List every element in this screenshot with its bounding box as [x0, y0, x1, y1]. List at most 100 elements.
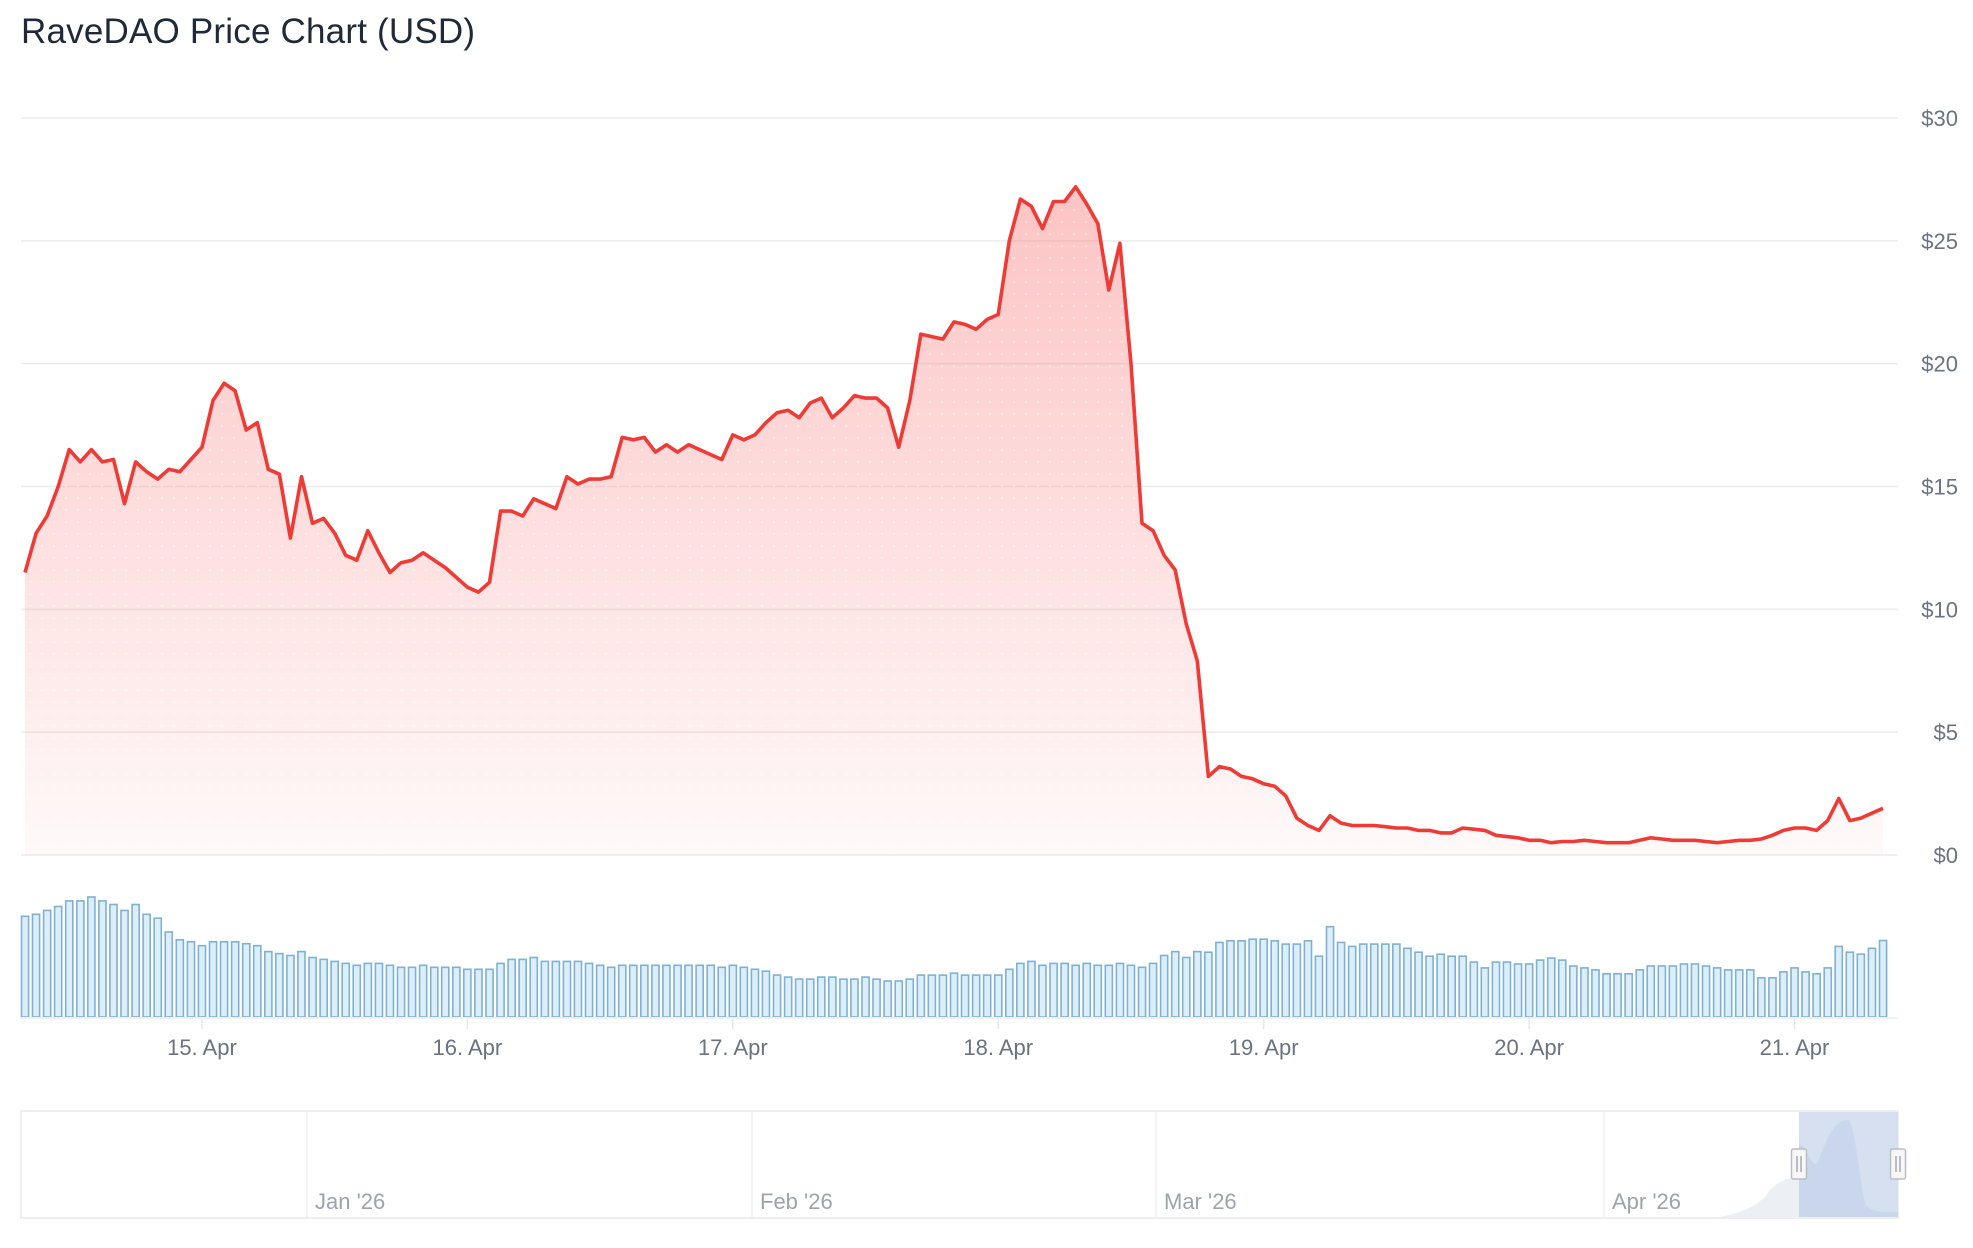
volume-bar	[1834, 945, 1844, 1018]
navigator-label: Mar '26	[1164, 1189, 1237, 1214]
volume-bar	[1701, 965, 1711, 1018]
navigator[interactable]: Jan '26 Feb '26 Mar '26 Apr '26	[20, 1110, 1907, 1219]
volume-bar	[805, 978, 815, 1018]
y-tick-label: $30	[1921, 106, 1958, 131]
volume-bar	[241, 942, 251, 1018]
volume-bar	[1126, 964, 1136, 1018]
x-tick-label: 16. Apr	[433, 1035, 503, 1060]
volume-bar	[230, 940, 240, 1018]
y-tick-label: $10	[1921, 597, 1958, 622]
y-tick-label: $5	[1934, 720, 1958, 745]
volume-bar	[1624, 972, 1633, 1018]
volume-bar	[1734, 969, 1744, 1018]
volume-bar	[1358, 943, 1368, 1018]
volume-bar	[794, 978, 804, 1018]
price-area	[23, 185, 1884, 856]
x-tick-label: 18. Apr	[963, 1035, 1033, 1060]
volume-bar	[219, 940, 229, 1018]
volume-bar	[1027, 960, 1036, 1018]
volume-bar	[197, 944, 207, 1018]
navigator-frame	[20, 1110, 1899, 1219]
volume-bar	[529, 956, 539, 1018]
volume-bar	[53, 905, 63, 1018]
volume-bar	[407, 966, 417, 1018]
volume-bar	[971, 974, 981, 1018]
y-tick-label: $20	[1921, 352, 1958, 377]
x-tick-label: 19. Apr	[1229, 1035, 1299, 1060]
volume-bar	[1181, 956, 1191, 1018]
y-axis-labels: $0 $5 $10 $15 $20 $25 $30	[1921, 106, 1958, 868]
volume-bar	[131, 903, 141, 1018]
volume-bar	[374, 962, 384, 1018]
volume-bar	[1569, 965, 1578, 1018]
volume-bar	[1513, 963, 1523, 1018]
volume-bar	[949, 972, 959, 1018]
volume-bar	[1801, 971, 1810, 1018]
volume-bar	[352, 964, 362, 1018]
volume-bar	[1292, 943, 1302, 1018]
volume-bar	[1757, 976, 1766, 1018]
volume-bar	[1790, 967, 1799, 1018]
volume-bar	[1049, 962, 1058, 1018]
volume-bar	[1546, 957, 1556, 1018]
volume-bar	[385, 964, 395, 1018]
x-tick-label: 17. Apr	[698, 1035, 768, 1060]
volume-bar	[827, 976, 837, 1018]
volume-bar	[153, 917, 163, 1018]
volume-bar	[761, 970, 771, 1018]
volume-bar	[1248, 938, 1257, 1018]
volume-bar	[916, 974, 926, 1018]
volume-bar	[960, 974, 970, 1018]
x-tick-label: 20. Apr	[1494, 1035, 1564, 1060]
navigator-right-handle[interactable]	[1889, 1148, 1907, 1180]
volume-bar	[772, 974, 782, 1018]
volume-bar	[462, 968, 472, 1018]
volume-bars	[20, 896, 1898, 1019]
volume-bar	[927, 974, 937, 1018]
volume-bar	[1015, 962, 1025, 1018]
volume-bar	[551, 960, 561, 1018]
volume-bar	[861, 976, 870, 1018]
volume-bar	[330, 960, 340, 1018]
volume-bar	[1491, 961, 1501, 1018]
volume-bar	[1204, 951, 1213, 1018]
volume-bar	[109, 903, 118, 1018]
volume-bar	[1502, 961, 1512, 1018]
volume-bar	[1535, 959, 1545, 1018]
volume-bar	[1436, 953, 1445, 1018]
volume-bar	[1071, 964, 1080, 1018]
y-tick-label: $0	[1934, 843, 1958, 868]
navigator-left-handle[interactable]	[1790, 1148, 1808, 1180]
volume-bar	[1215, 941, 1224, 1018]
volume-bar	[1038, 964, 1047, 1018]
volume-bar	[1159, 954, 1169, 1018]
volume-bar	[1524, 963, 1534, 1018]
volume-bar	[717, 966, 727, 1018]
x-axis: 15. Apr 16. Apr 17. Apr 18. Apr 19. Apr 20. A…	[167, 1019, 1829, 1060]
volume-bar	[1270, 939, 1280, 1018]
volume-bar	[451, 966, 461, 1018]
volume-bar	[1093, 964, 1103, 1018]
volume-bar	[142, 913, 152, 1018]
volume-bar	[1060, 962, 1069, 1018]
volume-bar	[429, 966, 439, 1018]
price-line	[23, 185, 1884, 845]
volume-bar	[31, 913, 41, 1018]
volume-bar	[1314, 955, 1324, 1018]
navigator-label: Jan '26	[315, 1189, 385, 1214]
x-tick-label: 15. Apr	[167, 1035, 237, 1060]
volume-bar	[993, 974, 1003, 1018]
volume-bar	[252, 944, 262, 1018]
volume-bar	[64, 900, 74, 1018]
volume-bar	[1148, 962, 1158, 1018]
volume-bar	[606, 966, 616, 1018]
volume-bar	[1104, 964, 1114, 1018]
volume-bar	[1237, 939, 1246, 1018]
volume-bar	[1723, 969, 1733, 1018]
volume-bar	[20, 915, 30, 1018]
volume-bar	[263, 950, 273, 1018]
volume-bar	[1480, 967, 1490, 1018]
volume-bar	[1004, 968, 1014, 1018]
volume-bar	[1557, 959, 1567, 1018]
